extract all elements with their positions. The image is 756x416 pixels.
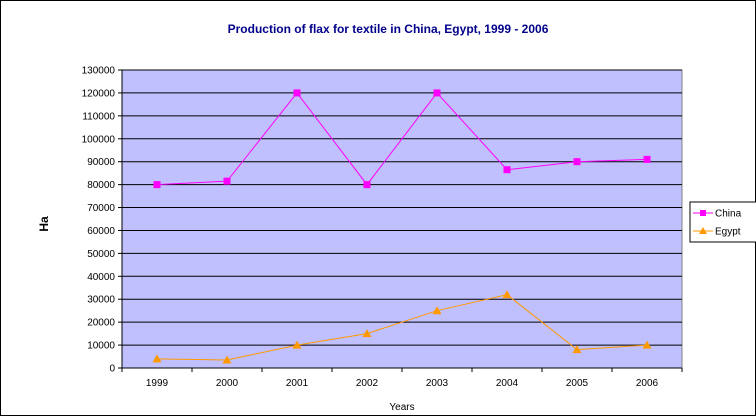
data-point-egypt (222, 355, 232, 364)
y-tick-label: 120000 (82, 88, 116, 99)
x-axis-ticks: 1999 2000 2001 2002 2003 2004 2005 2006 (121, 368, 683, 389)
data-point-egypt (152, 354, 162, 363)
data-point-egypt (292, 340, 302, 349)
y-tick-label: 0 (109, 364, 115, 375)
y-tick-label: 10000 (87, 341, 115, 352)
data-point-china (433, 89, 441, 97)
data-point-china (573, 158, 581, 166)
data-point-china (223, 177, 231, 185)
data-point-china (293, 89, 301, 97)
legend-marker-egypt (699, 227, 707, 234)
y-axis-title: Ha (37, 216, 51, 232)
legend-items: China Egypt (693, 209, 742, 238)
legend-marker-china (700, 210, 706, 216)
y-tick-label: 110000 (82, 111, 115, 122)
legend-item-egypt: Egypt (693, 227, 741, 238)
y-tick-label: 50000 (87, 249, 115, 260)
series-line-china (156, 92, 648, 186)
data-point-china (363, 181, 371, 189)
x-tick-label: 2006 (636, 378, 659, 389)
series-china (153, 89, 651, 189)
series-line-egypt (156, 294, 648, 361)
data-point-egypt (642, 340, 652, 349)
data-point-china (153, 181, 161, 189)
y-tick-label: 20000 (87, 318, 115, 329)
x-tick-label: 2000 (216, 378, 239, 389)
y-axis-ticks: 0 10000 20000 30000 40000 50000 60000 70000 8000… (82, 66, 122, 375)
data-point-egypt (432, 306, 442, 315)
x-tick-label: 1999 (146, 378, 169, 389)
y-tick-label: 30000 (87, 295, 115, 306)
x-tick-label: 2004 (496, 378, 519, 389)
y-tick-label: 80000 (87, 180, 115, 191)
x-tick-label: 2001 (286, 378, 309, 389)
y-tick-label: 90000 (87, 157, 115, 168)
data-point-china (503, 166, 511, 174)
x-tick-label: 2003 (426, 378, 449, 389)
legend-label-china: China (715, 209, 742, 220)
x-axis-title: Years (389, 402, 414, 413)
y-tick-label: 60000 (87, 226, 115, 237)
y-tick-label: 130000 (82, 66, 116, 77)
data-point-egypt (572, 345, 582, 354)
x-tick-label: 2005 (566, 378, 589, 389)
data-point-egypt (502, 290, 512, 299)
data-point-china (643, 155, 651, 163)
y-tick-label: 70000 (87, 203, 115, 214)
series-layer (152, 89, 652, 364)
legend-item-china: China (693, 209, 742, 220)
plot-area (121, 69, 683, 369)
legend: China Egypt (689, 201, 756, 243)
chart-title: Production of flax for textile in China,… (228, 22, 549, 36)
legend-label-egypt: Egypt (715, 227, 741, 238)
series-egypt (152, 290, 652, 364)
data-point-egypt (362, 329, 372, 338)
y-tick-label: 100000 (82, 134, 116, 145)
legend-box (689, 201, 756, 243)
x-tick-label: 2002 (356, 378, 379, 389)
y-tick-label: 40000 (87, 272, 115, 283)
